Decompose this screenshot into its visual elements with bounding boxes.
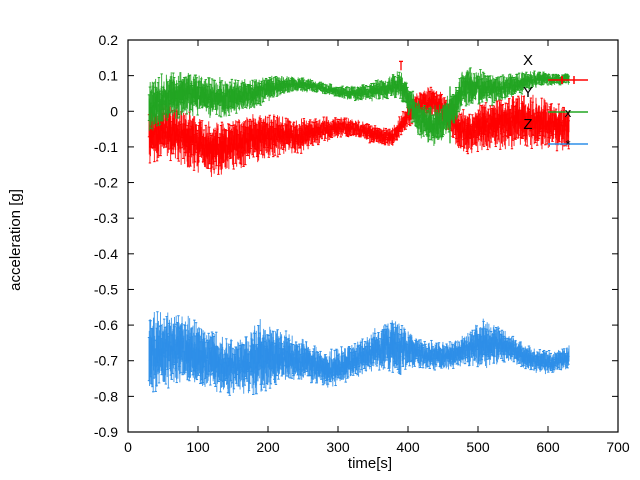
x-tick-label: 300 <box>326 439 350 455</box>
y-tick-label: -0.4 <box>94 246 118 262</box>
y-tick-label: -0.1 <box>94 139 118 155</box>
y-tick-label: -0.8 <box>94 388 118 404</box>
x-tick-label: 100 <box>186 439 210 455</box>
y-tick-label: -0.9 <box>94 424 118 440</box>
y-tick-label: 0.2 <box>99 32 119 48</box>
y-tick-label: -0.3 <box>94 210 118 226</box>
x-tick-label: 0 <box>124 439 132 455</box>
y-tick-label: -0.7 <box>94 353 118 369</box>
x-tick-label: 700 <box>606 439 630 455</box>
x-tick-label: 400 <box>396 439 420 455</box>
chart-root: 0.2 0.1 0 -0.1 -0.2 -0.3 -0.4 -0.5 -0.6 -0.7 -0.8 -… <box>0 0 640 480</box>
acceleration-chart-svg: 0.2 0.1 0 -0.1 -0.2 -0.3 -0.4 -0.5 -0.6 -0.7 -0.8 -… <box>0 0 640 480</box>
y-tick-label: 0 <box>110 103 118 119</box>
x-tick-label: 200 <box>256 439 280 455</box>
y-tick-label: -0.6 <box>94 317 118 333</box>
y-tick-label: -0.2 <box>94 175 118 191</box>
x-tick-label: 500 <box>466 439 490 455</box>
y-tick-label: -0.5 <box>94 281 118 297</box>
x-tick-label: 600 <box>536 439 560 455</box>
y-tick-label: 0.1 <box>99 68 119 84</box>
